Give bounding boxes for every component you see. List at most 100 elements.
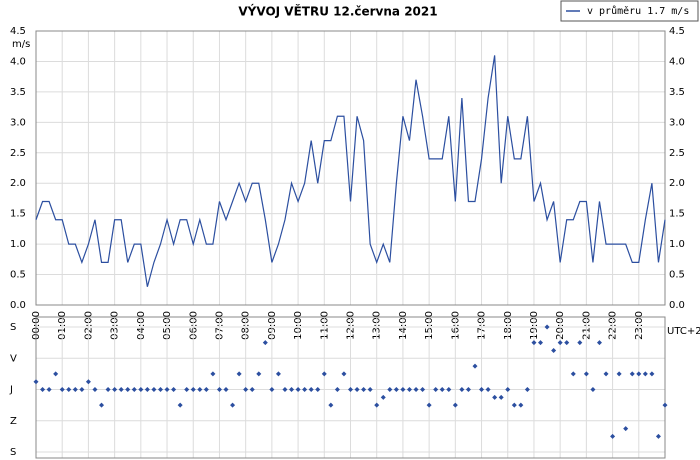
direction-point	[256, 371, 262, 377]
y-tick-label-right: 0.5	[669, 270, 685, 281]
direction-point	[321, 371, 327, 377]
direction-point	[629, 371, 635, 377]
y-tick-label: 0.0	[10, 300, 26, 311]
direction-point	[577, 340, 583, 346]
direction-point	[511, 402, 517, 408]
direction-point	[551, 347, 557, 353]
direction-point	[649, 371, 655, 377]
direction-point	[623, 426, 629, 432]
direction-point	[393, 387, 399, 392]
y-tick-label: 1.5	[10, 209, 26, 220]
direction-point	[642, 371, 648, 377]
direction-point	[348, 387, 353, 392]
y-tick-label-right: 2.5	[669, 148, 685, 159]
direction-point	[99, 402, 105, 408]
direction-point	[334, 387, 340, 392]
y-tick-label-right: 1.0	[669, 239, 685, 250]
direction-point	[472, 363, 478, 369]
direction-point	[92, 387, 98, 392]
y-axis-label: m/s	[12, 39, 30, 50]
y-tick-label: 0.5	[10, 270, 26, 281]
plot-frame	[35, 30, 666, 306]
direction-point	[118, 387, 124, 392]
direction-point	[636, 371, 642, 377]
direction-point	[610, 433, 616, 439]
plot-frame	[35, 316, 666, 459]
direction-point	[367, 387, 373, 392]
y-tick-label: J	[9, 385, 13, 396]
y-tick-label: S	[10, 447, 16, 458]
direction-point	[603, 371, 609, 377]
direction-point	[46, 387, 52, 392]
direction-point	[406, 387, 412, 392]
direction-point	[243, 387, 249, 392]
direction-point	[164, 387, 170, 392]
direction-point	[151, 387, 157, 392]
direction-point	[53, 371, 59, 377]
y-tick-label-right: 3.0	[669, 117, 685, 128]
direction-point	[138, 387, 144, 392]
direction-point	[531, 340, 537, 346]
direction-point	[426, 402, 432, 408]
direction-point	[72, 387, 78, 392]
direction-point	[616, 371, 622, 377]
direction-point	[289, 387, 295, 392]
direction-point	[655, 433, 661, 439]
direction-point	[236, 371, 242, 377]
direction-point	[59, 387, 65, 392]
chart-title: VÝVOJ VĚTRU 12.června 2021	[238, 4, 437, 19]
direction-point	[452, 402, 458, 408]
direction-point	[282, 387, 288, 392]
direction-point	[479, 387, 485, 392]
y-tick-label: 4.0	[10, 56, 26, 67]
direction-point	[341, 371, 347, 377]
direction-point	[33, 379, 39, 385]
y-tick-label-right: 2.0	[669, 178, 685, 189]
y-tick-label-right: 4.5	[669, 26, 685, 37]
direction-point	[361, 387, 367, 392]
direction-point	[144, 387, 150, 392]
direction-point	[492, 394, 498, 400]
direction-point	[380, 394, 386, 400]
direction-point	[66, 387, 72, 392]
y-tick-label: 3.5	[10, 87, 26, 98]
direction-point	[230, 402, 236, 408]
direction-point	[315, 387, 321, 392]
y-tick-label: 4.5	[10, 26, 26, 37]
direction-point	[112, 387, 118, 392]
direction-point	[302, 387, 308, 392]
direction-point	[524, 387, 530, 392]
y-tick-label-right: 3.5	[669, 87, 685, 98]
direction-point	[387, 387, 393, 392]
direction-point	[177, 402, 183, 408]
y-tick-label: S	[10, 322, 16, 333]
y-tick-label: 1.0	[10, 239, 26, 250]
direction-point	[518, 402, 524, 408]
direction-point	[171, 387, 177, 392]
direction-point	[40, 387, 46, 392]
direction-point	[262, 340, 268, 346]
direction-point	[564, 340, 570, 346]
direction-point	[596, 340, 602, 346]
direction-point	[590, 387, 596, 392]
wind-speed-line	[35, 55, 666, 287]
direction-point	[203, 387, 209, 392]
direction-point	[662, 402, 668, 408]
direction-point	[439, 387, 445, 392]
direction-point	[570, 371, 576, 377]
direction-point	[197, 387, 203, 392]
direction-point	[223, 387, 229, 392]
x-axis-label: UTC+2	[667, 326, 700, 337]
direction-point	[485, 387, 491, 392]
y-tick-label: V	[10, 353, 17, 364]
direction-point	[505, 387, 511, 392]
direction-point	[420, 387, 426, 392]
direction-point	[544, 324, 550, 330]
direction-point	[465, 387, 471, 392]
direction-point	[538, 340, 544, 346]
direction-point	[459, 387, 465, 392]
direction-point	[557, 340, 563, 346]
y-tick-label-right: 1.5	[669, 209, 685, 220]
direction-point	[125, 387, 131, 392]
